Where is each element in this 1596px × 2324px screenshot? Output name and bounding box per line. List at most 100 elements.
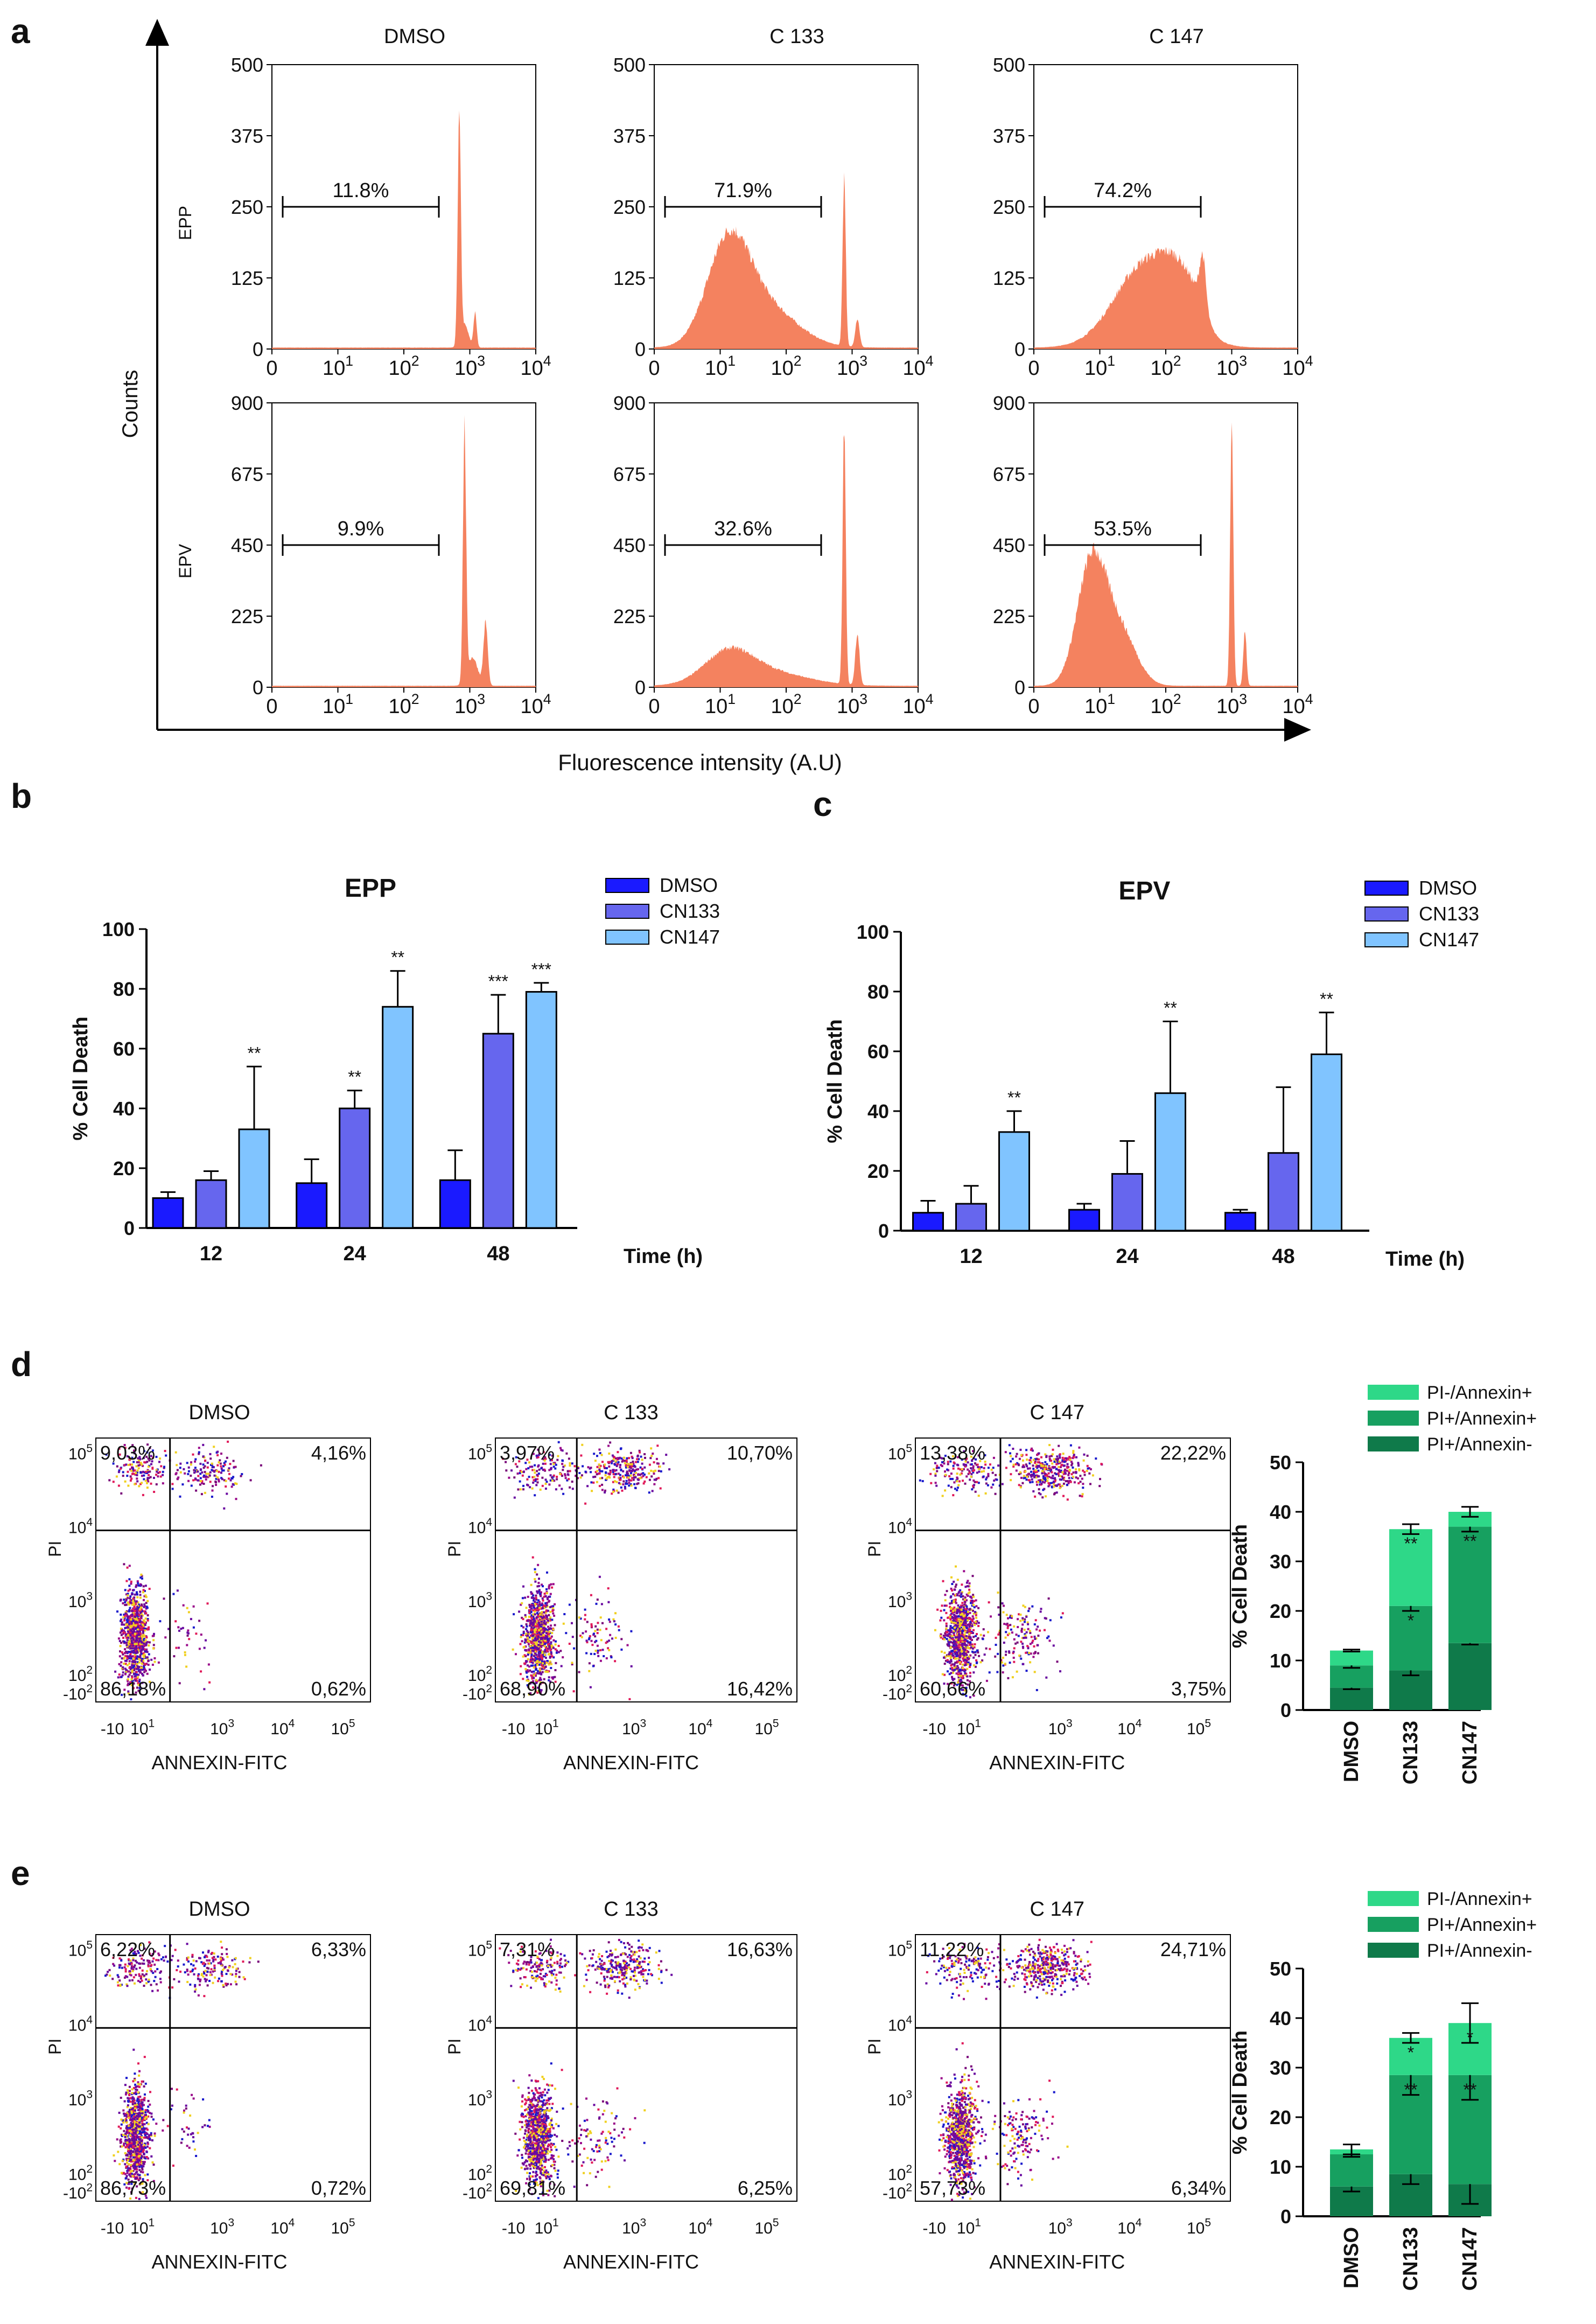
column-title: C 147	[1149, 25, 1203, 48]
panel-letter-b: b	[11, 777, 32, 815]
histogram-area	[272, 415, 536, 687]
x-tick-label: 103	[837, 691, 867, 718]
x-tick-label-exp: 1	[727, 691, 736, 707]
x-tick-label-exp: 3	[477, 691, 485, 707]
legend-swatch	[1368, 1891, 1419, 1906]
y-tick-label-exp: 3	[906, 1590, 912, 1602]
x-tick-label: 103	[210, 1718, 234, 1739]
x-tick-label-base: 0	[266, 357, 277, 380]
x-tick-label: 101	[535, 2217, 559, 2238]
x-tick-label-base: 10	[837, 695, 859, 718]
bar-dmso-24	[296, 1182, 328, 1229]
x-tick-label: -10	[502, 2220, 525, 2237]
x-tick-label-base: 10	[210, 1720, 228, 1738]
x-tick-label: 104	[520, 353, 551, 380]
x-tick-label: 0	[1028, 357, 1039, 380]
x-tick-label-exp: 1	[149, 1718, 155, 1730]
y-tick-label-base: 10	[68, 1593, 86, 1611]
x-tick-label-exp: 1	[1107, 691, 1115, 707]
y-tick-label: 225	[231, 605, 263, 627]
x-tick-label-exp: 2	[411, 691, 419, 707]
y-tick-label-exp: 5	[86, 1939, 93, 1951]
y-tick-label: 102	[468, 2163, 492, 2184]
y-tick-label-exp: 2	[486, 1664, 492, 1677]
quadrant-lower-right: 6,25%	[738, 2177, 793, 2199]
y-tick-label: 40	[867, 1100, 889, 1122]
event-dots	[107, 1943, 237, 2200]
gate-percentage: 32.6%	[714, 518, 772, 540]
y-tick-label: 675	[993, 463, 1025, 485]
stack-segment-dmso-1	[1330, 2154, 1373, 2187]
y-tick-label: 450	[993, 534, 1025, 556]
y-tick-label-base: -10	[463, 2185, 486, 2202]
x-tick-label: 101	[535, 1718, 559, 1739]
legend-label: PI+/Annexin+	[1427, 1408, 1537, 1429]
x-tick-label-base: 0	[648, 357, 660, 380]
x-tick-label-exp: 4	[706, 1718, 713, 1730]
y-tick-label: 100	[102, 918, 135, 940]
flow-title: C 133	[604, 1898, 658, 1921]
y-tick-label-base: 10	[68, 1667, 86, 1685]
x-tick-label: 102	[771, 691, 801, 718]
x-tick-label: 0	[266, 695, 277, 718]
y-axis-label: % Cell Death	[824, 1019, 846, 1143]
y-tick-label: 500	[231, 54, 263, 76]
y-tick-label: 104	[68, 1516, 93, 1537]
stack-segment-cn147-1	[1448, 1526, 1492, 1643]
y-tick-label: 900	[231, 392, 263, 414]
y-tick-label: 103	[888, 1590, 912, 1611]
event-dots	[512, 1443, 661, 1695]
significance-mark: **	[1464, 2080, 1477, 2099]
y-tick-label: 225	[613, 605, 646, 627]
y-tick-label: 125	[993, 267, 1025, 289]
legend-swatch-dmso	[1364, 881, 1409, 896]
y-tick-label-exp: 2	[906, 1683, 912, 1695]
significance-mark: *	[1408, 1611, 1414, 1630]
x-axis-label-annexin: ANNEXIN-FITC	[563, 2251, 699, 2273]
quadrant-upper-left: 9,03%	[100, 1442, 155, 1464]
x-tick-label-exp: 5	[1205, 2217, 1211, 2229]
category-label: 48	[1272, 1245, 1294, 1268]
x-tick-label-base: 10	[1117, 2220, 1135, 2237]
y-tick-label: 900	[993, 392, 1025, 414]
y-tick-label: 20	[113, 1157, 135, 1180]
chart-title: EPP	[345, 874, 396, 903]
x-tick-label-base: 10	[270, 2220, 288, 2237]
significance-mark: **	[348, 1067, 361, 1087]
category-label: 24	[1116, 1245, 1138, 1268]
histogram-area	[654, 435, 918, 687]
y-tick-label-exp: 2	[86, 2163, 93, 2175]
y-tick-label-base: -10	[463, 1685, 486, 1703]
x-tick-label-base: 10	[688, 2220, 706, 2237]
significance-mark: **	[1164, 999, 1177, 1018]
y-tick-label: 105	[468, 1442, 492, 1463]
x-tick-label-base: 10	[754, 1720, 772, 1738]
x-tick-label-base: 0	[1028, 695, 1039, 718]
y-tick-label: 0	[635, 338, 646, 360]
x-tick-label-exp: 1	[345, 691, 353, 707]
bar-cn147-12	[998, 1131, 1030, 1232]
x-tick-label: 104	[902, 691, 933, 718]
stack-segment-cn133-1	[1389, 1606, 1432, 1671]
quadrant-upper-right: 22,22%	[1160, 1442, 1226, 1464]
y-tick-label: 10	[1270, 1650, 1291, 1672]
column-title: DMSO	[384, 25, 445, 48]
x-tick-label-base: 10	[837, 357, 859, 380]
flow-frame	[95, 1934, 371, 2202]
bar-cn147-24	[382, 1006, 414, 1229]
gate-percentage: 71.9%	[714, 179, 772, 202]
x-tick-label: 103	[1048, 2217, 1073, 2238]
bar-dmso-24	[1068, 1209, 1100, 1232]
x-tick-label-base: 10	[130, 1720, 148, 1738]
y-tick-label-exp: 2	[86, 1664, 93, 1677]
stack-segment-cn133-0	[1389, 1670, 1432, 1710]
x-tick-label-base: 10	[1117, 1720, 1135, 1738]
y-tick-label-base: -10	[883, 1685, 906, 1703]
stacked-bar-chart-e: % Cell Death01020304050DMSO***CN133***CN…	[1229, 1889, 1537, 2291]
quadrant-upper-right: 10,70%	[727, 1442, 793, 1464]
significance-mark: **	[248, 1043, 261, 1063]
y-tick-label-base: 10	[468, 1519, 486, 1537]
